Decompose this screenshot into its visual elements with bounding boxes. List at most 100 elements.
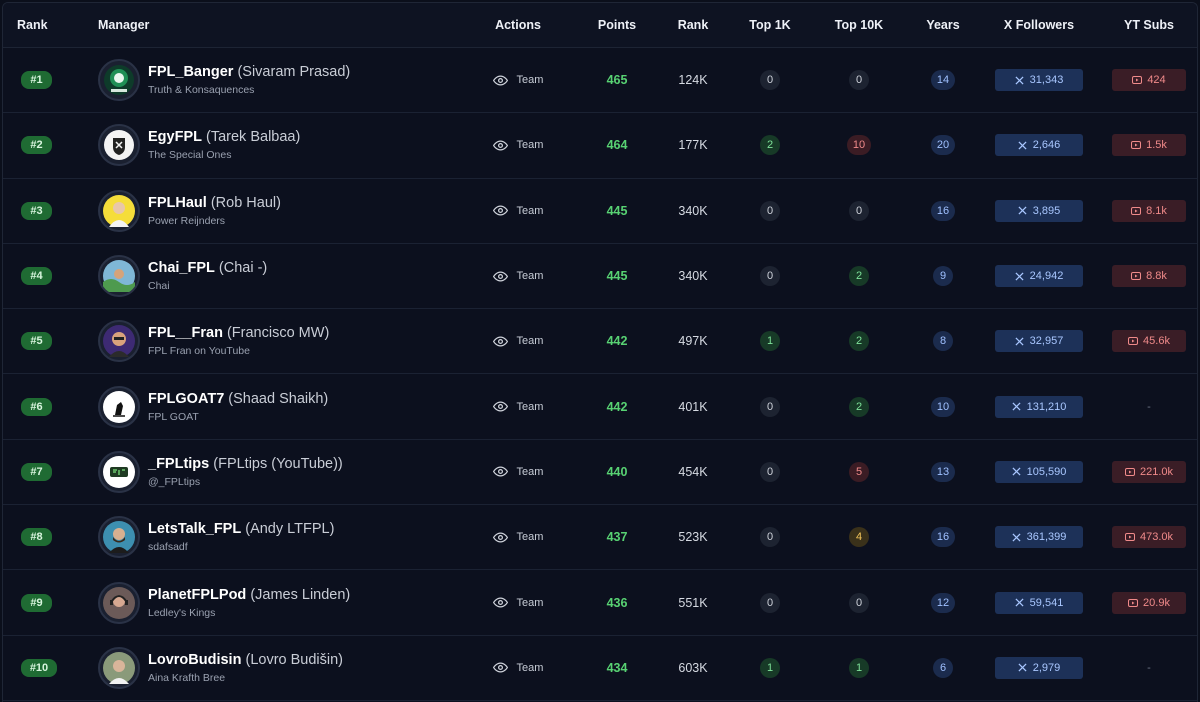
x-followers-link[interactable]: 32,957: [995, 330, 1083, 353]
manager-name[interactable]: LovroBudisin: [148, 651, 242, 668]
view-team-button[interactable]: Team: [492, 73, 543, 88]
team-name: @_FPLtips: [148, 475, 201, 488]
manager-name[interactable]: LetsTalk_FPL: [148, 521, 242, 538]
crest-logo-icon[interactable]: [98, 124, 140, 167]
rank-badge: #3: [21, 201, 52, 220]
team-name: Power Reijnders: [148, 214, 226, 227]
manager-name[interactable]: PlanetFPLPod: [148, 586, 247, 603]
yt-subs-link[interactable]: 1.5k: [1112, 134, 1186, 157]
view-team-button[interactable]: Team: [492, 203, 543, 218]
yt-subs-link[interactable]: 8.8k: [1112, 265, 1186, 288]
x-followers-link[interactable]: 105,590: [995, 460, 1083, 483]
x-followers-link[interactable]: 2,646: [995, 134, 1083, 157]
manager-name[interactable]: _FPLtips: [148, 455, 210, 472]
youtube-icon: [1131, 141, 1142, 150]
table-row-3[interactable]: #3 FPLHaul (Rob Haul) Power Reijnders Te…: [3, 178, 1197, 244]
x-followers-value: 131,210: [1026, 400, 1067, 413]
manager-name[interactable]: FPL_Banger: [148, 64, 234, 81]
manager-real-name: (James Linden): [250, 586, 351, 603]
x-followers-link[interactable]: 2,979: [995, 656, 1083, 679]
header-yt-subs[interactable]: YT Subs: [1123, 18, 1174, 32]
eye-icon: [492, 466, 508, 477]
manager-name[interactable]: FPLGOAT7: [148, 390, 225, 407]
top1k-badge: 0: [760, 527, 780, 548]
header-top1k[interactable]: Top 1K: [749, 18, 791, 32]
headset-avatar-icon[interactable]: [98, 581, 140, 624]
table-row-6[interactable]: #6 FPLGOAT7 (Shaad Shaikh) FPL GOAT Team…: [3, 374, 1197, 440]
view-team-button[interactable]: Team: [492, 530, 543, 545]
bearded-avatar-icon[interactable]: [98, 516, 140, 559]
global-rank-value: 523K: [678, 530, 708, 545]
top1k-badge: 0: [760, 396, 780, 417]
outdoor-avatar-icon[interactable]: [98, 646, 140, 689]
view-team-button[interactable]: Team: [492, 334, 543, 349]
yt-subs-value: 45.6k: [1143, 335, 1170, 348]
x-logo-icon: [1015, 337, 1024, 346]
view-team-button[interactable]: Team: [492, 660, 543, 675]
manager-name[interactable]: FPL__Fran: [148, 325, 223, 342]
top1k-badge: 2: [760, 135, 780, 156]
points-value: 442: [606, 334, 628, 349]
yt-subs-link[interactable]: 424: [1112, 69, 1186, 92]
header-years[interactable]: Years: [926, 18, 960, 32]
yt-subs-link[interactable]: 473.0k: [1112, 526, 1186, 549]
view-team-button[interactable]: Team: [492, 399, 543, 414]
x-followers-link[interactable]: 361,399: [995, 526, 1083, 549]
header-rank[interactable]: Rank: [17, 18, 48, 32]
view-team-button[interactable]: Team: [492, 138, 544, 153]
table-row-8[interactable]: #8 LetsTalk_FPL (Andy LTFPL) sdafsadf Te…: [3, 505, 1197, 571]
manager-real-name: (FPLtips (YouTube)): [213, 455, 343, 472]
team-label: Team: [516, 139, 544, 152]
manager-name[interactable]: EgyFPL: [148, 129, 202, 146]
table-row-10[interactable]: #10 LovroBudisin (Lovro Budišin) Aina Kr…: [3, 635, 1197, 701]
top10k-badge: 0: [849, 200, 869, 221]
top1k-badge: 0: [760, 200, 780, 221]
x-followers-value: 59,541: [1029, 596, 1064, 609]
top10k-badge: 2: [849, 266, 869, 287]
yt-subs-link[interactable]: 221.0k: [1112, 460, 1186, 483]
header-manager[interactable]: Manager: [98, 18, 150, 32]
view-team-button[interactable]: Team: [492, 464, 544, 479]
banger-logo-icon[interactable]: [98, 59, 140, 102]
global-rank-value: 340K: [678, 269, 708, 284]
global-rank-value: 497K: [678, 334, 708, 349]
table-row-5[interactable]: #5 FPL__Fran (Francisco MW) FPL Fran on …: [3, 309, 1197, 375]
team-name: Chai: [148, 280, 170, 293]
person-avatar-icon[interactable]: [98, 189, 140, 232]
manager-name[interactable]: Chai_FPL: [148, 260, 215, 277]
x-followers-link[interactable]: 59,541: [995, 591, 1083, 614]
landscape-avatar-icon[interactable]: [98, 255, 140, 298]
x-logo-icon: [1018, 206, 1027, 215]
goat-logo-icon[interactable]: [98, 385, 140, 428]
yt-subs-link[interactable]: 45.6k: [1112, 330, 1186, 353]
x-followers-value: 3,895: [1032, 204, 1061, 217]
global-rank-value: 401K: [678, 399, 708, 414]
yt-subs-link[interactable]: 8.1k: [1112, 199, 1186, 222]
team-name: FPL Fran on YouTube: [148, 345, 250, 358]
x-followers-link[interactable]: 131,210: [995, 395, 1083, 418]
header-points[interactable]: Points: [597, 18, 637, 32]
points-value: 440: [606, 464, 628, 479]
table-row-1[interactable]: #1 FPL_Banger (Sivaram Prasad) Truth & K…: [3, 48, 1197, 114]
fpl-logo-icon[interactable]: [98, 450, 140, 493]
manager-real-name: (Shaad Shaikh): [228, 390, 329, 407]
cartoon-avatar-icon[interactable]: [98, 320, 140, 363]
header-global-rank[interactable]: Rank: [677, 18, 709, 32]
team-label: Team: [516, 596, 544, 609]
x-followers-link[interactable]: 31,343: [995, 69, 1083, 92]
x-followers-link[interactable]: 3,895: [995, 199, 1083, 222]
manager-name[interactable]: FPLHaul: [148, 194, 207, 211]
table-row-4[interactable]: #4 Chai_FPL (Chai -) Chai Team 445 340K …: [3, 243, 1197, 310]
yt-subs-value: 424: [1147, 74, 1166, 87]
team-label: Team: [516, 465, 544, 478]
header-x-followers[interactable]: X Followers: [1003, 18, 1075, 32]
view-team-button[interactable]: Team: [492, 269, 543, 284]
header-top10k[interactable]: Top 10K: [834, 18, 884, 32]
table-row-2[interactable]: #2 EgyFPL (Tarek Balbaa) The Special One…: [3, 113, 1197, 179]
yt-subs-link[interactable]: 20.9k: [1112, 591, 1186, 614]
table-row-9[interactable]: #9 PlanetFPLPod (James Linden) Ledley's …: [3, 570, 1197, 636]
view-team-button[interactable]: Team: [492, 595, 544, 610]
eye-icon: [492, 140, 508, 151]
table-row-7[interactable]: #7 _FPLtips (FPLtips (YouTube)) @_FPLtip…: [3, 439, 1197, 506]
x-followers-link[interactable]: 24,942: [995, 265, 1083, 288]
